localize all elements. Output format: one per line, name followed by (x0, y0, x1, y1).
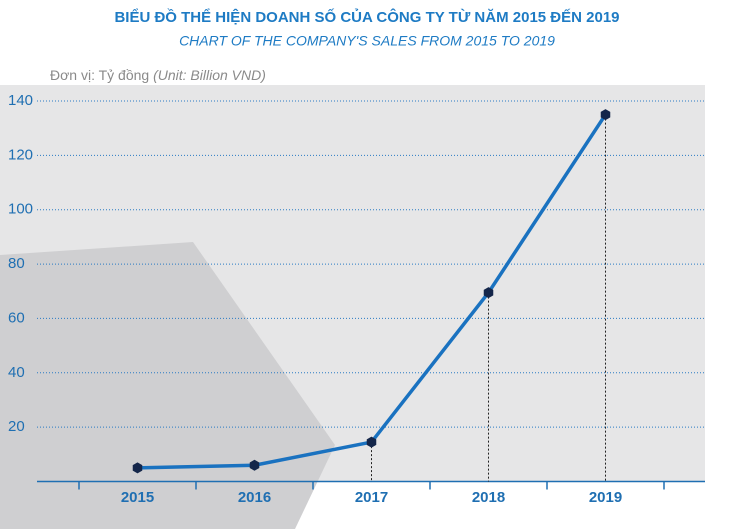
x-tick-label: 2019 (589, 489, 622, 506)
y-tick-label: 120 (8, 146, 33, 163)
unit-label-en: (Unit: Billion VND) (153, 67, 266, 83)
data-point (600, 109, 611, 121)
y-tick-label: 20 (8, 418, 25, 435)
y-tick-label: 80 (8, 255, 25, 272)
data-point (249, 459, 260, 471)
chart-title: BIỂU ĐỒ THỂ HIỆN DOANH SỐ CỦA CÔNG TY TỪ… (114, 8, 619, 26)
x-tick-label: 2015 (121, 489, 154, 506)
y-tick-label: 140 (8, 92, 33, 109)
y-tick-label: 40 (8, 364, 25, 381)
y-tick-label: 60 (8, 309, 25, 326)
x-tick-label: 2016 (238, 489, 271, 506)
x-tick-label: 2017 (355, 489, 388, 506)
y-tick-label: 100 (8, 201, 33, 218)
background-shape (0, 242, 335, 529)
data-point (132, 462, 143, 474)
unit-label: Đơn vị: Tỷ đồng (Unit: Billion VND) (50, 67, 266, 83)
x-tick-label: 2018 (472, 489, 505, 506)
chart-subtitle: CHART OF THE COMPANY'S SALES FROM 2015 T… (179, 33, 555, 49)
data-point (366, 436, 377, 448)
unit-label-vi: Đơn vị: Tỷ đồng (50, 67, 149, 83)
data-point (483, 287, 494, 299)
